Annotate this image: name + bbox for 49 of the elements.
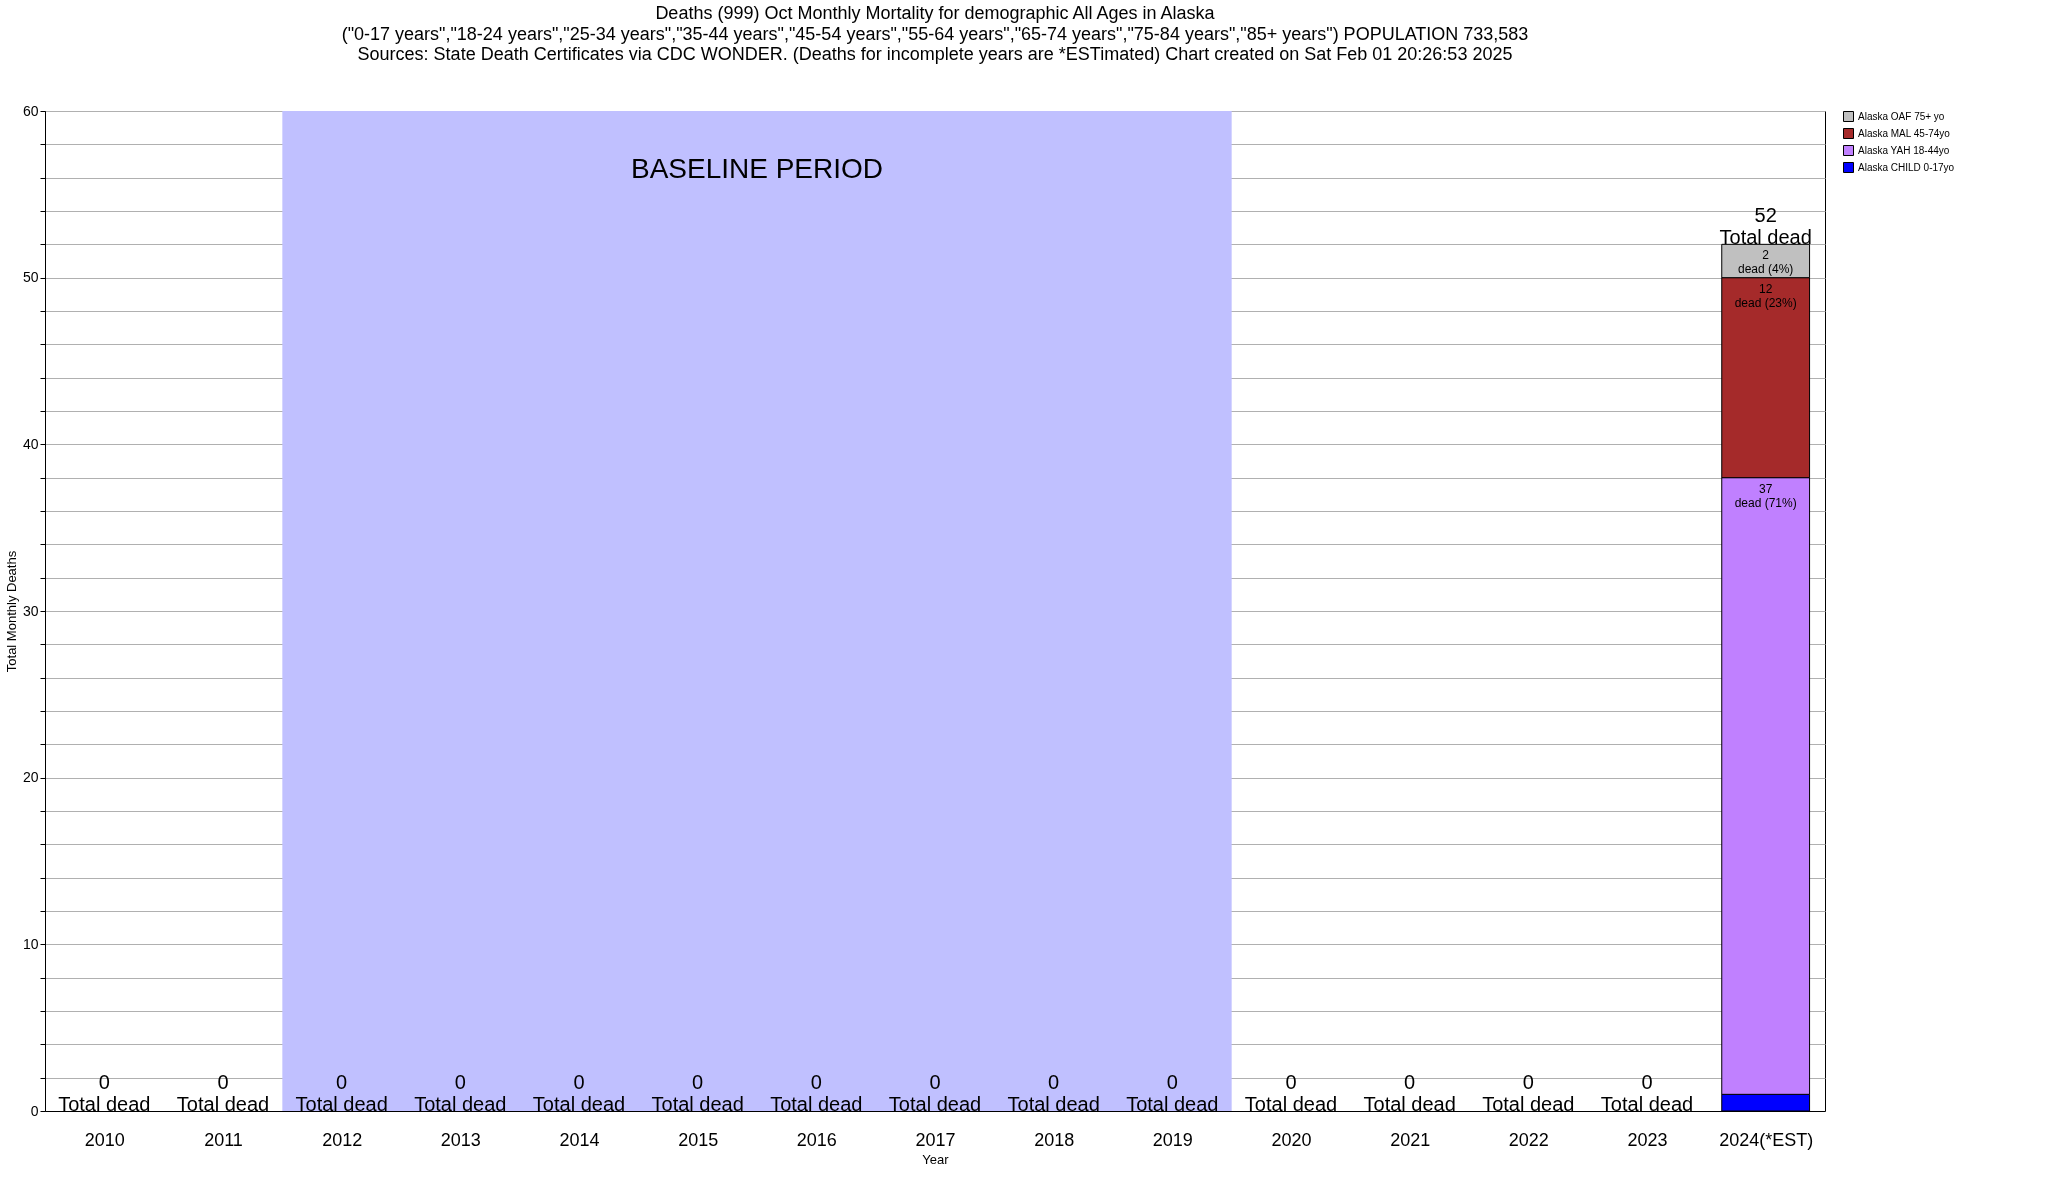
total-label: 0 Total dead [651, 1071, 744, 1115]
x-tick-label: 2020 [1271, 1129, 1312, 1150]
data-label: 2 dead (4%) [1737, 248, 1794, 277]
x-axis-title: Year [922, 1151, 950, 1167]
legend-label: Alaska CHILD 0-17yo [1858, 161, 1955, 173]
chart-subtitle: ("0-17 years","18-24 years","25-34 years","35-44 years","45-54 years","55-64 years","65-74 years","75-84 years","85+ years") POPULATION 733,583 Sources: State Death Certificates via CDC WONDER. (Deaths for incomplete years are *ESTimated) Chart created on Sat Feb 01 20:26:53 2025 [341, 24, 1529, 64]
total-label: 0 Total dead [1007, 1071, 1100, 1115]
total-label: 0 Total dead [176, 1071, 270, 1115]
x-tick-label: 2014 [559, 1129, 600, 1150]
x-tick-label: 2023 [1627, 1129, 1668, 1150]
x-tick-label: 2024(*EST) [1719, 1129, 1814, 1150]
legend-label: Alaska MAL 45-74yo [1858, 127, 1951, 139]
y-tick-label: 20 [22, 769, 39, 786]
x-tick-label: 2021 [1390, 1129, 1431, 1150]
total-label: 0 Total dead [1363, 1071, 1456, 1115]
x-tick-label: 2013 [440, 1129, 481, 1150]
x-tick-label: 2011 [204, 1129, 243, 1150]
x-tick-label: 2015 [678, 1129, 719, 1150]
legend-label: Alaska OAF 75+ yo [1858, 110, 1945, 122]
data-label: 37 dead (71%) [1734, 481, 1797, 510]
x-tick-label: 2018 [1034, 1129, 1075, 1150]
y-tick-label: 60 [22, 102, 39, 119]
total-label: 0 Total dead [1600, 1071, 1694, 1115]
total-label: 0 Total dead [770, 1071, 863, 1115]
total-label: 0 Total dead [888, 1071, 982, 1115]
total-label: 52 Total dead [1719, 204, 1812, 249]
y-tick-label: 10 [22, 935, 39, 952]
total-label: 0 Total dead [58, 1071, 151, 1115]
total-label: 0 Total dead [295, 1071, 388, 1115]
chart-title: Deaths (999) Oct Monthly Mortality for demographic All Ages in Alaska [655, 3, 1216, 23]
x-tick-label: 2010 [84, 1129, 125, 1150]
y-tick-label: 30 [22, 602, 39, 619]
y-tick-label: 50 [22, 269, 39, 286]
x-tick-label: 2012 [322, 1129, 363, 1150]
total-label: 0 Total dead [1126, 1071, 1219, 1115]
data-label: 12 dead (23%) [1734, 281, 1797, 310]
x-tick-label: 2019 [1152, 1129, 1193, 1150]
x-tick-label: 2016 [796, 1129, 837, 1150]
x-tick-label: 2022 [1508, 1129, 1549, 1150]
total-label: 0 Total dead [532, 1071, 626, 1115]
total-label: 0 Total dead [414, 1071, 507, 1115]
total-label: 0 Total dead [1482, 1071, 1575, 1115]
x-tick-label: 2017 [915, 1129, 956, 1150]
legend-label: Alaska YAH 18-44yo [1858, 144, 1950, 156]
y-axis-title: Total Monthly Deaths [3, 550, 19, 673]
y-tick-label: 0 [30, 1102, 39, 1119]
y-tick-label: 40 [22, 435, 39, 452]
total-label: 0 Total dead [1244, 1071, 1338, 1115]
band-label: BASELINE PERIOD [630, 153, 884, 184]
